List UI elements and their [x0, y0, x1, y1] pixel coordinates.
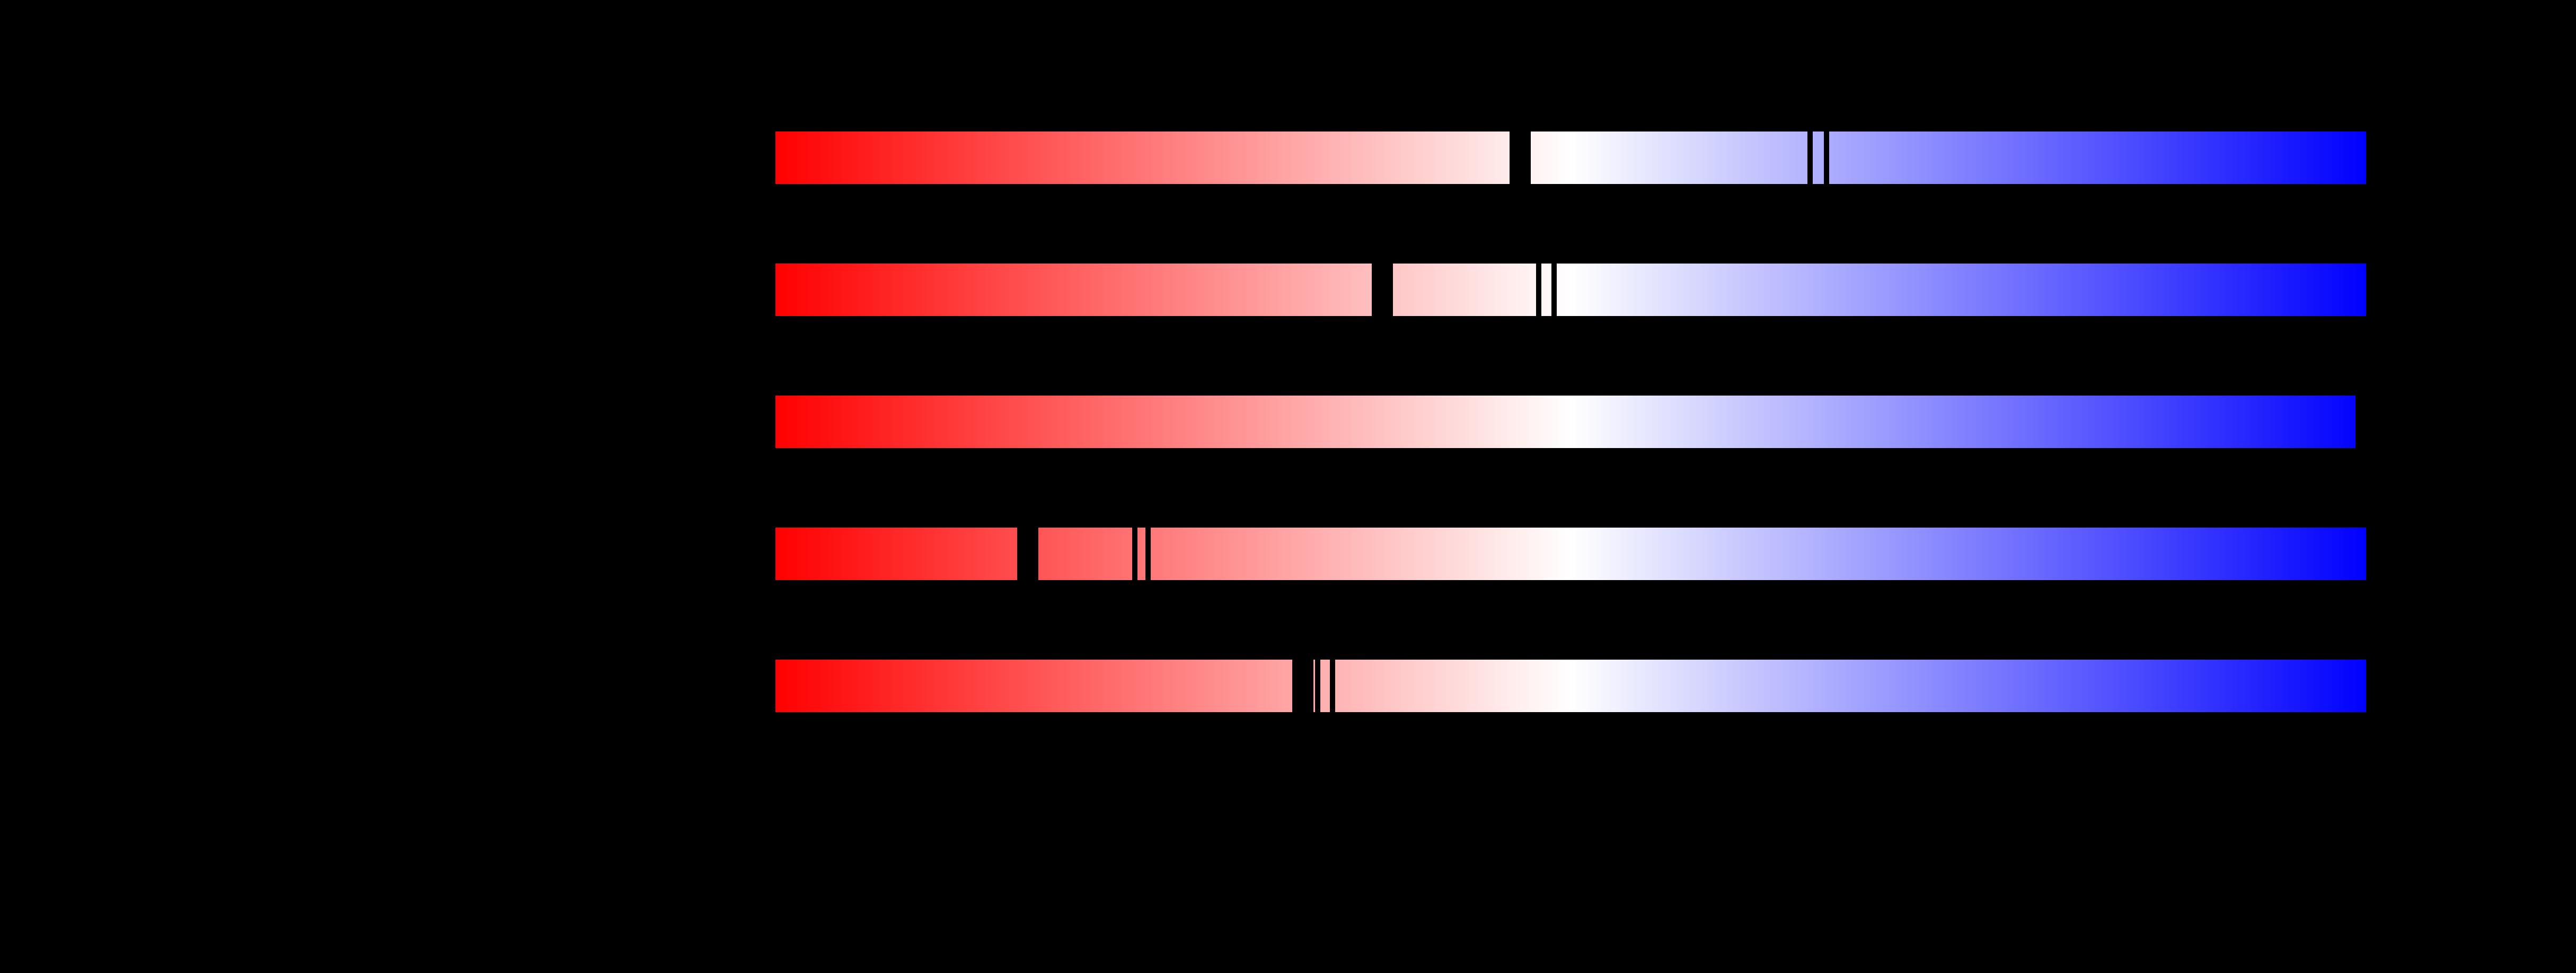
thick-marker-row-2: [2356, 396, 2366, 448]
thin-marker-row-0-0: [1807, 132, 1813, 184]
thick-marker-row-4: [1292, 660, 1314, 712]
thick-marker-row-0: [1510, 132, 1531, 184]
gradient-bar-row-2: [775, 396, 2366, 448]
thin-marker-row-1-1: [1551, 264, 1557, 316]
thick-marker-row-3: [1017, 528, 1038, 580]
thin-marker-row-1-0: [1536, 264, 1541, 316]
gradient-bar-row-4: [775, 660, 2366, 712]
gradient-bar-row-0: [775, 132, 2366, 184]
thin-marker-row-3-0: [1132, 528, 1137, 580]
thin-marker-row-3-1: [1145, 528, 1151, 580]
thin-marker-row-4-1: [1329, 660, 1335, 712]
thin-marker-row-0-1: [1824, 132, 1830, 184]
thin-marker-row-4-0: [1315, 660, 1321, 712]
gradient-bar-row-3: [775, 528, 2366, 580]
thick-marker-row-1: [1372, 264, 1393, 316]
gradient-bar-row-1: [775, 264, 2366, 316]
